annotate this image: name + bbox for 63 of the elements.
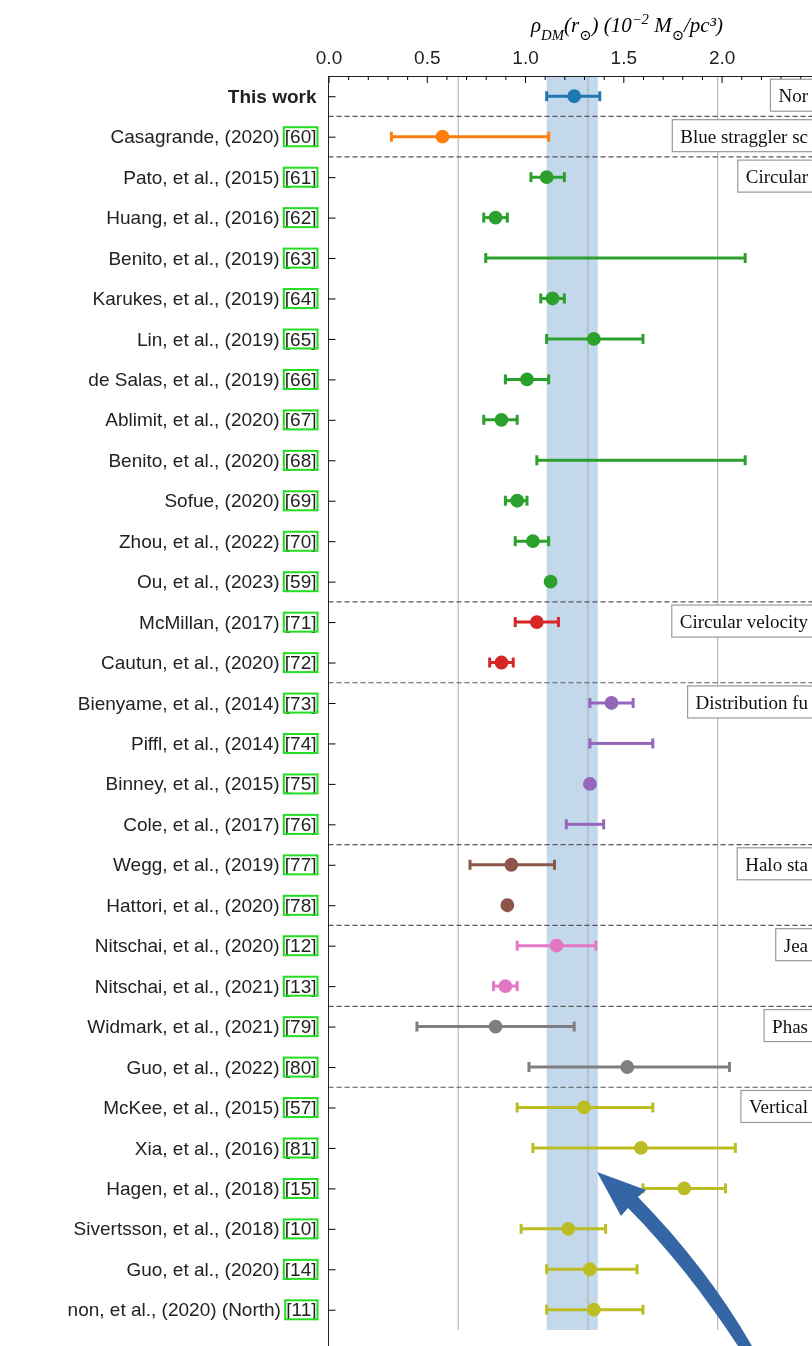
y-tick-label: de Salas, et al., (2019) [66] [88, 368, 317, 390]
text: ρ$_{DM}$(r$_{⊙}$) (10$^{−2}$ M$_{⊙}$/pc³) [531, 11, 723, 43]
y-tick-label: Lin, et al., (2019) [65] [136, 328, 317, 350]
point [500, 898, 515, 913]
point [582, 776, 597, 791]
y-tick-label: Guo, et al., (2022) [80] [126, 1056, 317, 1078]
point [488, 1019, 503, 1034]
bar [566, 822, 604, 826]
point [498, 979, 513, 994]
point [539, 170, 554, 185]
y-tick-label: Hattori, et al., (2020) [78] [106, 894, 317, 916]
point [529, 615, 544, 629]
point [677, 1181, 692, 1196]
point [520, 372, 534, 387]
annotation: Phas [772, 1015, 808, 1037]
y-tick-label: Cole, et al., (2017) [76] [123, 813, 317, 835]
y-tick-label: Hagen, et al., (2018) [15] [106, 1177, 317, 1199]
annotation: Vertical [748, 1096, 808, 1118]
annotation: Jea [783, 934, 809, 956]
point [549, 938, 564, 953]
point [510, 493, 525, 508]
point [604, 696, 619, 710]
point [567, 89, 582, 104]
x-tick-label: 1.5 [610, 47, 638, 68]
point [582, 1262, 597, 1277]
y-tick-label: Nitschai, et al., (2021) [13] [94, 975, 317, 997]
annotation: Blue straggler sc [680, 125, 808, 147]
y-tick-label: Guo, et al., (2020) [14] [126, 1258, 317, 1280]
point [543, 574, 558, 589]
point [494, 655, 509, 670]
point [586, 1302, 601, 1317]
annotation: Circular [745, 166, 809, 188]
point [504, 857, 519, 872]
point [435, 129, 450, 144]
y-tick-label: This work [227, 85, 317, 107]
bar [589, 741, 653, 745]
point [545, 291, 560, 306]
point [577, 1100, 591, 1115]
y-tick-label: Xia, et al., (2016) [81] [134, 1137, 317, 1159]
x-tick-label: 2.0 [708, 47, 736, 68]
point [586, 332, 601, 346]
point [620, 1060, 635, 1074]
x-tick-label: 0.0 [315, 47, 343, 68]
point [494, 412, 509, 427]
point [488, 210, 503, 225]
y-tick-label: Sofue, (2020) [69] [164, 490, 317, 512]
annotation: Nor [778, 85, 809, 107]
annotation: Halo sta [745, 853, 809, 875]
point [634, 1141, 648, 1155]
point [526, 534, 540, 549]
point [561, 1221, 576, 1236]
y-tick-label: Bienyame, et al., (2014) [73] [77, 692, 317, 714]
annotation: Distribution fu [695, 691, 809, 713]
y-tick-label: Benito, et al., (2019) [63] [108, 247, 317, 269]
annotation: Circular velocity [679, 611, 809, 633]
y-tick-label: Benito, et al., (2020) [68] [108, 449, 317, 471]
bar [536, 458, 746, 462]
x-tick-label: 1.0 [512, 47, 539, 68]
y-tick-label: Pato, et al., (2015) [61] [123, 166, 317, 188]
x-tick-label: 0.5 [414, 47, 441, 68]
y-tick-label: McMillan, (2017) [71] [139, 611, 317, 633]
y-tick-label: Zhou, et al., (2022) [70] [118, 530, 317, 552]
y-tick-label: Karukes, et al., (2019) [64] [92, 288, 317, 310]
